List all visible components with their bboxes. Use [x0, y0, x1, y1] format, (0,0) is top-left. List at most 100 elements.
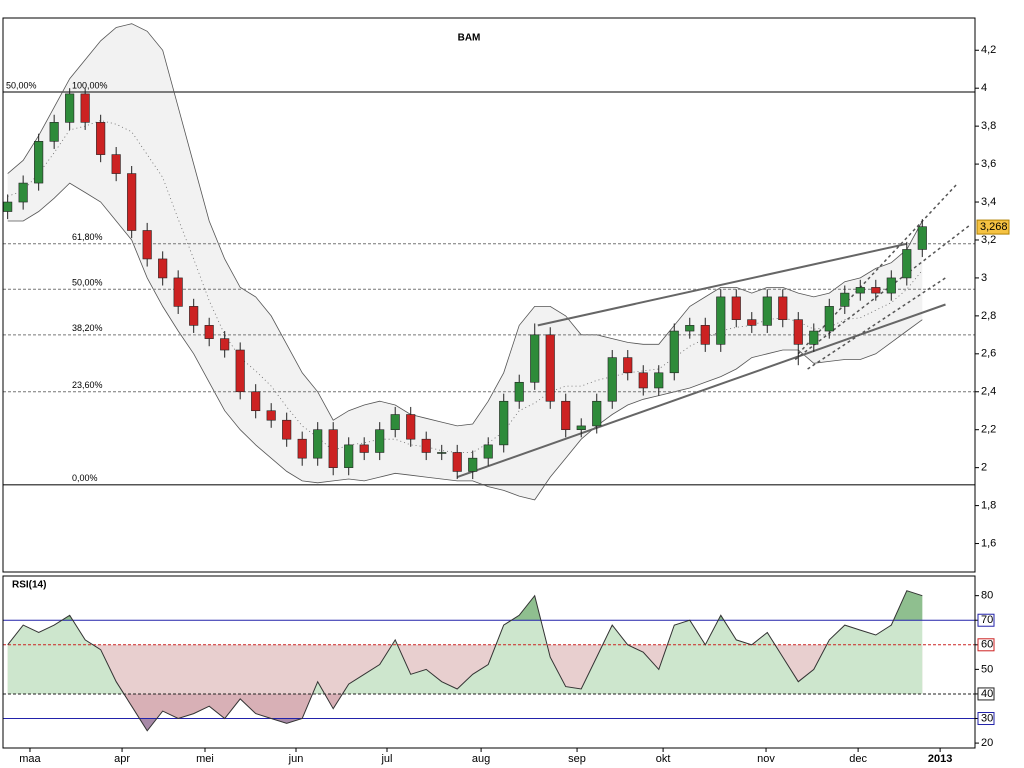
- candle-body: [266, 410, 276, 421]
- candle-body: [716, 296, 726, 345]
- candle-body: [452, 452, 462, 472]
- candle-body: [886, 277, 896, 294]
- y-tick-label: 2: [981, 462, 987, 474]
- rsi-title: RSI(14): [12, 580, 46, 591]
- last-value-box: [976, 219, 1010, 235]
- candle-body: [297, 438, 307, 459]
- candle-body: [654, 372, 664, 389]
- candle-body: [793, 319, 803, 345]
- y-tick-label: 40: [981, 688, 993, 700]
- candle-body: [251, 391, 261, 412]
- candle-body: [499, 400, 509, 446]
- level-label-box: [977, 712, 995, 726]
- y-tick-label: 4,2: [981, 44, 996, 56]
- candle-body: [871, 287, 881, 294]
- candle-body: [80, 93, 90, 123]
- candle-body: [669, 330, 679, 374]
- fib-label: 50,00%: [72, 278, 103, 288]
- candle-body: [778, 296, 788, 320]
- candle-body: [344, 444, 354, 468]
- candle-body: [483, 444, 493, 459]
- candle-body: [111, 154, 121, 174]
- last-value-label: 3,268: [980, 221, 1008, 233]
- bollinger-lower: [7, 182, 923, 501]
- candle-body: [917, 226, 927, 250]
- y-tick-label: 50: [981, 663, 993, 675]
- fib-label: 38,20%: [72, 323, 103, 333]
- y-tick-label: 30: [981, 712, 993, 724]
- y-tick-label: 80: [981, 590, 993, 602]
- y-tick-label: 60: [981, 639, 993, 651]
- candle-body: [437, 452, 447, 454]
- level-label-box: [977, 638, 995, 652]
- candle-body: [142, 230, 152, 260]
- level-label-box: [977, 613, 995, 627]
- candle-body: [468, 457, 478, 472]
- price-panel: 100,00% 50,00% 61,80% 50,00% 38,20% 23,60% 0,0…: [3, 23, 1010, 549]
- candle-body: [840, 292, 850, 307]
- candle-body: [421, 438, 431, 453]
- candle-body: [406, 414, 416, 440]
- y-tick-label: 3,2: [981, 234, 996, 246]
- candle-body: [545, 334, 555, 402]
- candle-body: [731, 296, 741, 320]
- y-tick-label: 2,4: [981, 386, 996, 398]
- y-tick-label: 1,6: [981, 537, 996, 549]
- y-tick-label: 3,4: [981, 196, 996, 208]
- price-frame: [2, 17, 976, 573]
- candle-body: [359, 444, 369, 453]
- candle-body: [3, 201, 13, 212]
- candle-body: [623, 357, 633, 374]
- rsi-frame: [2, 575, 976, 749]
- candle-body: [375, 429, 385, 453]
- candle-body: [204, 325, 214, 339]
- y-tick-label: 1,8: [981, 500, 996, 512]
- x-tick-label: maa: [19, 753, 41, 765]
- level-label-box: [977, 687, 995, 701]
- x-tick-label: okt: [656, 753, 671, 765]
- trendline: [794, 224, 971, 361]
- candle-body: [96, 122, 106, 155]
- y-tick-label: 2,2: [981, 424, 996, 436]
- y-tick-label: 2,6: [981, 348, 996, 360]
- y-tick-label: 3: [981, 272, 987, 284]
- candle-body: [127, 173, 137, 231]
- candle-body: [390, 414, 400, 431]
- chart-title: BAM: [458, 33, 481, 44]
- candle-body: [235, 349, 245, 393]
- candle-body: [607, 357, 617, 402]
- candle-body: [514, 381, 524, 402]
- rsi-panel: 20 30 40 50 60 70 80 maa apr mei jun jul aug sep okt no…: [3, 590, 995, 765]
- bollinger-upper: [7, 23, 923, 427]
- x-tick-label: jul: [380, 753, 392, 765]
- candle-body: [809, 330, 819, 345]
- rsi-zone: [7, 590, 923, 694]
- y-tick-label: 3,6: [981, 158, 996, 170]
- candle-body: [313, 429, 323, 459]
- candle-body: [173, 277, 183, 307]
- y-tick-label: 2,8: [981, 310, 996, 322]
- candle-body: [762, 296, 772, 326]
- fib-side-label: 50,00%: [6, 80, 37, 90]
- candle-body: [700, 325, 710, 345]
- candle-body: [855, 287, 865, 294]
- x-tick-label: nov: [757, 753, 775, 765]
- x-tick-label: mei: [196, 753, 214, 765]
- candle-body: [561, 400, 571, 431]
- candle-body: [685, 325, 695, 332]
- y-tick-label: 4: [981, 82, 987, 94]
- y-tick-label: 3,8: [981, 120, 996, 132]
- candle-body: [65, 93, 75, 123]
- fib-label: 100,00%: [72, 80, 108, 90]
- trendline: [537, 242, 908, 327]
- rsi-line: [7, 590, 923, 732]
- x-tick-label: 2013: [928, 753, 952, 765]
- x-tick-label: aug: [472, 753, 490, 765]
- y-tick-label: 20: [981, 737, 993, 749]
- candle-body: [592, 400, 602, 427]
- x-tick-label: sep: [568, 753, 586, 765]
- candle-body: [530, 334, 540, 383]
- x-tick-label: jun: [288, 753, 304, 765]
- candle-body: [824, 306, 834, 332]
